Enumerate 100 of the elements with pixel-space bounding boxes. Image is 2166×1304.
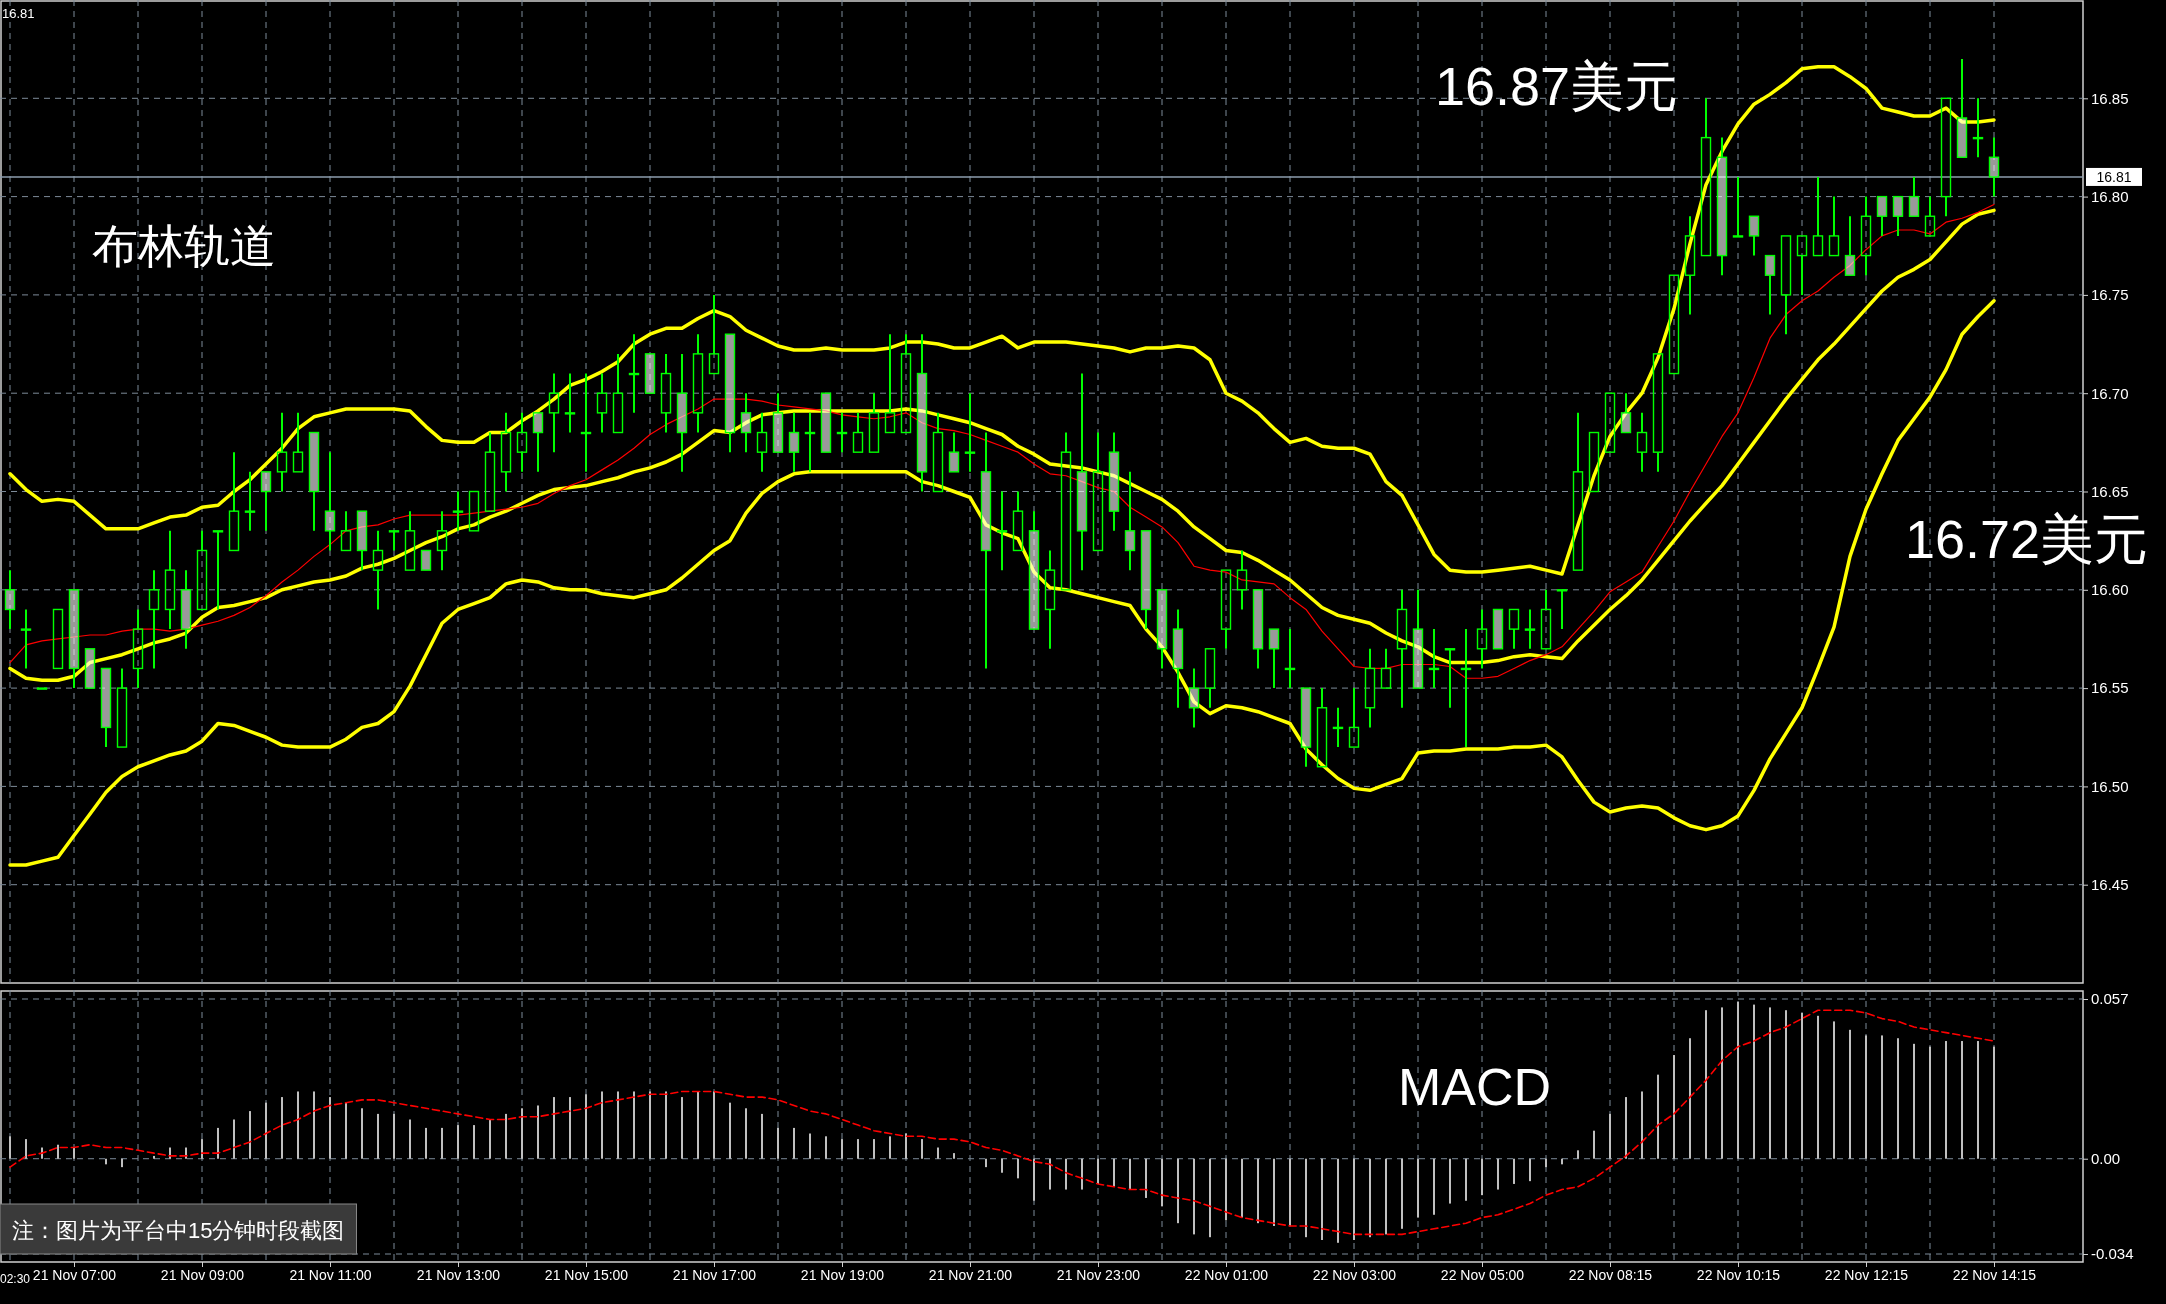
candlestick: [740, 392, 752, 454]
bar: [1737, 1001, 1739, 1159]
bar: [1385, 1158, 1387, 1235]
bar: [681, 1097, 683, 1159]
candlestick: [276, 411, 288, 493]
bar: [1993, 1046, 1995, 1159]
bar: [425, 1127, 427, 1159]
bar: [1673, 1055, 1675, 1159]
bar: [1465, 1158, 1467, 1201]
bar: [1481, 1158, 1483, 1196]
bar: [1017, 1158, 1019, 1179]
y-tick-label: 16.60: [2091, 581, 2129, 599]
candlestick: [964, 392, 976, 473]
candlestick: [372, 529, 384, 611]
bar: [793, 1127, 795, 1159]
x-tick-label: 21 Nov 19:00: [800, 1266, 885, 1283]
bar: [1225, 1158, 1227, 1221]
candlestick: [580, 372, 592, 473]
bar: [105, 1158, 107, 1165]
bar: [1881, 1035, 1883, 1159]
bar: [1241, 1158, 1243, 1218]
text: 02:30: [0, 1272, 31, 1286]
bar: [585, 1094, 587, 1159]
bar: [937, 1147, 939, 1159]
candlestick: [1524, 608, 1536, 650]
y-tick-label: -0.034: [2091, 1245, 2134, 1263]
candlestick: [836, 411, 848, 454]
annotation: 16.81: [2, 6, 35, 21]
candlestick: [1108, 431, 1120, 532]
candlestick: [1076, 372, 1088, 572]
bar: [985, 1158, 987, 1168]
bar: [1897, 1038, 1899, 1159]
x-tick-label: 22 Nov 08:15: [1568, 1266, 1653, 1283]
candlestick: [756, 411, 768, 473]
x-tick-label: 21 Nov 13:00: [416, 1266, 501, 1283]
bar: [1081, 1158, 1083, 1190]
bar: [825, 1136, 827, 1159]
bar: [1273, 1158, 1275, 1226]
y-tick-label: 0.057: [2091, 990, 2129, 1008]
bar: [1609, 1113, 1611, 1159]
bar: [1065, 1158, 1067, 1190]
bar: [1833, 1021, 1835, 1159]
bar: [25, 1139, 27, 1159]
candlestick: [148, 569, 160, 670]
candlestick: [1636, 411, 1648, 473]
bar: [713, 1091, 715, 1159]
bar: [601, 1091, 603, 1159]
candlestick: [20, 608, 32, 670]
candlestick: [244, 470, 256, 532]
bar: [9, 1136, 11, 1159]
candlestick: [996, 490, 1008, 572]
candlestick: [516, 411, 528, 473]
bar: [1369, 1158, 1371, 1238]
bar: [697, 1091, 699, 1159]
candlestick: [1396, 588, 1408, 709]
x-tick-label: 22 Nov 14:15: [1952, 1266, 2037, 1283]
bar: [1561, 1158, 1563, 1165]
bar: [1097, 1158, 1099, 1184]
bar: [1209, 1158, 1211, 1238]
candlestick: [180, 569, 192, 650]
y-tick-label: 16.45: [2091, 876, 2129, 893]
candlestick: [1332, 706, 1344, 749]
bar: [777, 1127, 779, 1159]
y-tick-label: 16.85: [2091, 89, 2129, 107]
bar: [1129, 1158, 1131, 1190]
candlestick: [628, 333, 640, 414]
text: MACD: [1398, 1058, 1552, 1116]
bar: [217, 1127, 219, 1159]
bar: [809, 1133, 811, 1159]
bar: [1049, 1158, 1051, 1190]
bar: [1433, 1158, 1435, 1215]
candlestick: [1284, 628, 1296, 690]
bar: [1193, 1158, 1195, 1235]
y-tick-label: 16.80: [2091, 187, 2129, 205]
candlestick: [1044, 549, 1056, 650]
candlestick: [1428, 628, 1440, 690]
y-tick-label: 0.00: [2091, 1150, 2121, 1168]
bar: [313, 1091, 315, 1159]
bar: [457, 1125, 459, 1159]
annotation: 注：图片为平台中15分钟时段截图: [12, 1218, 345, 1243]
candlestick: [500, 411, 512, 493]
bar: [729, 1102, 731, 1159]
candlestick: [804, 411, 816, 473]
bar: [953, 1153, 955, 1159]
candlestick: [1364, 647, 1376, 729]
bar: [377, 1113, 379, 1159]
ref-line-label: 16.81: [2096, 168, 2132, 185]
bar: [233, 1119, 235, 1159]
x-tick-label: 22 Nov 12:15: [1824, 1266, 1909, 1283]
bar: [1849, 1029, 1851, 1159]
bar: [1657, 1074, 1659, 1159]
bar: [1305, 1158, 1307, 1238]
bar: [1945, 1041, 1947, 1159]
x-tick-label: 21 Nov 11:00: [289, 1266, 372, 1283]
bar: [1417, 1158, 1419, 1218]
candlestick: [1988, 136, 2000, 198]
x-tick-label: 21 Nov 07:00: [32, 1266, 117, 1283]
annotation: 16.87美元: [1435, 56, 1679, 116]
candlestick: [676, 352, 688, 473]
x-tick-label: 21 Nov 23:00: [1056, 1266, 1141, 1283]
